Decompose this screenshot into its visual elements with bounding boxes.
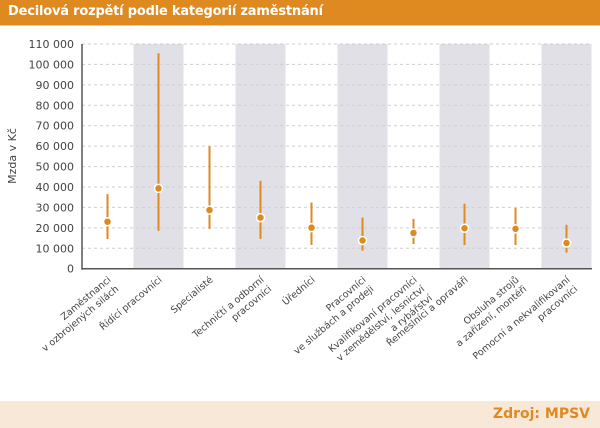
median-point bbox=[153, 183, 164, 194]
y-axis-label: Mzda v Kč bbox=[6, 128, 19, 184]
y-tick-label: 40 000 bbox=[36, 181, 75, 194]
title-bar: Decilová rozpětí podle kategorií zaměstn… bbox=[0, 0, 600, 26]
x-category-label: Úředníci bbox=[280, 274, 318, 308]
median-point bbox=[510, 224, 521, 234]
y-tick-label: 100 000 bbox=[29, 58, 75, 71]
footer: Zdroj: MPSV bbox=[0, 401, 600, 428]
source-label: Zdroj: MPSV bbox=[492, 406, 590, 422]
x-category-label: Zaměstnanciv ozbrojených silách bbox=[32, 275, 121, 355]
median-point bbox=[357, 235, 368, 246]
y-tick-label: 80 000 bbox=[36, 99, 75, 112]
y-tick-label: 20 000 bbox=[36, 222, 75, 235]
median-point bbox=[561, 238, 572, 248]
y-tick-label: 90 000 bbox=[36, 79, 75, 92]
median-point bbox=[102, 216, 113, 227]
x-category-label: Specialisté bbox=[169, 274, 216, 316]
median-point bbox=[459, 223, 470, 234]
median-point bbox=[306, 222, 317, 233]
x-category-label-line: Úředníci bbox=[280, 274, 318, 308]
x-category-label-line: Specialisté bbox=[169, 274, 216, 316]
y-tick-label: 110 000 bbox=[29, 38, 75, 51]
chart-title: Decilová rozpětí podle kategorií zaměstn… bbox=[8, 4, 323, 19]
median-point bbox=[255, 212, 266, 223]
chart: 0 10 000 20 000 30 000 40 000 50 000 60 000 70 … bbox=[6, 38, 592, 364]
y-tick-label: 70 000 bbox=[36, 120, 75, 133]
y-tick-label: 50 000 bbox=[36, 161, 75, 174]
y-tick-label: 0 bbox=[67, 263, 74, 276]
y-tick-label: 10 000 bbox=[36, 242, 75, 255]
y-tick-label: 60 000 bbox=[36, 140, 75, 153]
median-point bbox=[408, 228, 419, 238]
median-point bbox=[204, 205, 215, 215]
y-tick-label: 30 000 bbox=[36, 201, 75, 214]
